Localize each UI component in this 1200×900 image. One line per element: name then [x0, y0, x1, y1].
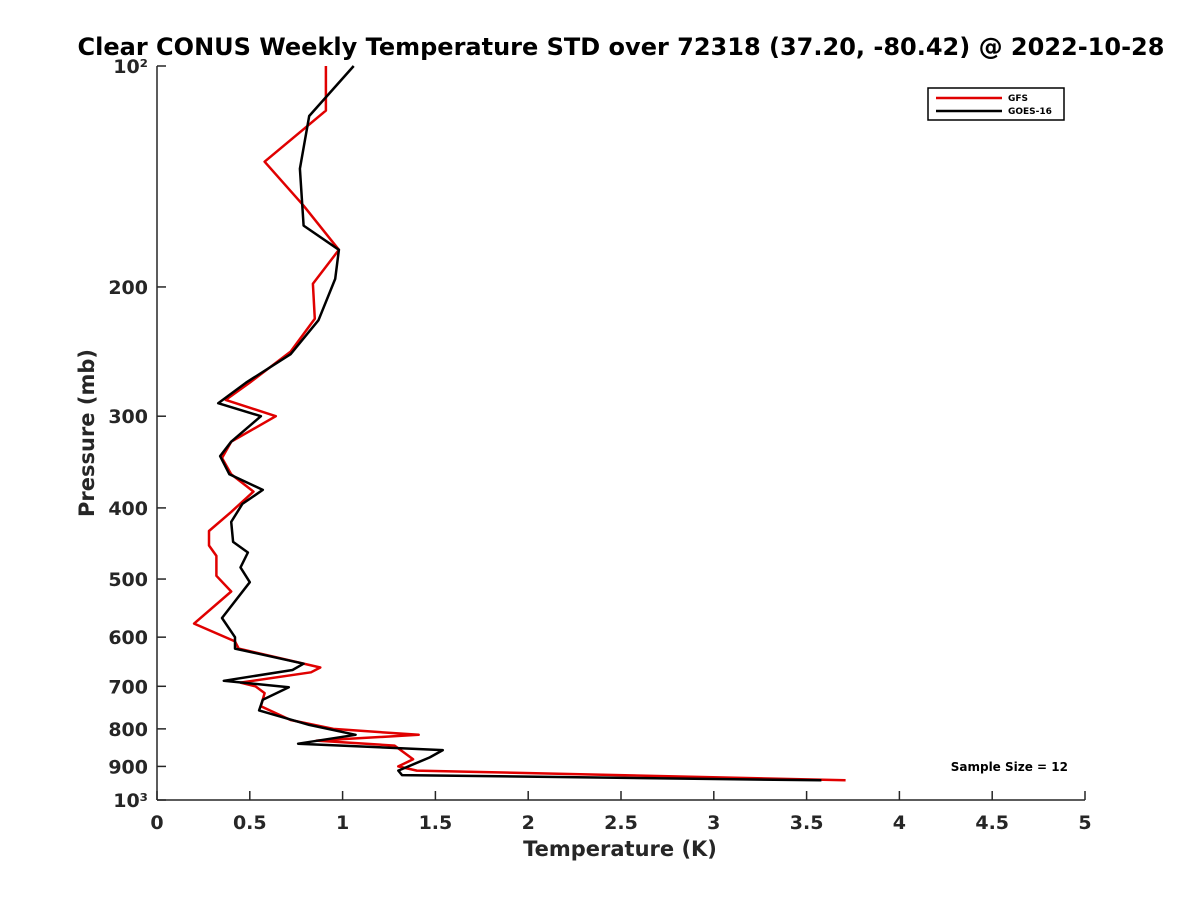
- legend-label-gfs: GFS: [1008, 94, 1028, 104]
- series-line-goes16: [216, 65, 822, 782]
- x-tick-label: 4: [893, 812, 906, 834]
- y-tick-label: 400: [108, 498, 148, 520]
- y-tick-label: 10³: [113, 790, 148, 812]
- y-tick-label: 900: [108, 756, 148, 778]
- x-axis-ticks: 0 0.5 1 1.5 2 2.5 3 3.5 4 4.5 5: [150, 791, 1092, 834]
- y-tick-label: 200: [108, 277, 148, 299]
- y-axis-label: Pressure (mb): [75, 349, 99, 517]
- x-tick-label: 3.5: [790, 812, 824, 834]
- series-line-gfs: [192, 66, 846, 782]
- y-tick-label: 600: [108, 627, 148, 649]
- y-tick-label: 800: [108, 719, 148, 741]
- legend: GFS GOES-16: [927, 87, 1065, 121]
- x-axis-label: Temperature (K): [523, 837, 717, 861]
- legend-label-goes16: GOES-16: [1008, 107, 1052, 117]
- legend-box: [927, 87, 1065, 121]
- x-tick-label: 0: [150, 812, 163, 834]
- plot-area: [156, 66, 1085, 801]
- x-tick-label: 1: [336, 812, 349, 834]
- sample-size-annotation: Sample Size = 12: [951, 760, 1068, 774]
- x-tick-label: 1.5: [419, 812, 453, 834]
- chart-title: Clear CONUS Weekly Temperature STD over …: [78, 33, 1165, 61]
- y-tick-label: 700: [108, 676, 148, 698]
- y-tick-label: 10²: [113, 56, 148, 78]
- x-tick-label: 4.5: [975, 812, 1009, 834]
- y-axis-ticks: 10² 200 300 400 500 600 700 800 900 10³: [108, 56, 166, 812]
- series-layer: [192, 65, 846, 782]
- y-tick-label: 300: [108, 406, 148, 428]
- x-tick-label: 2: [522, 812, 535, 834]
- x-tick-label: 0.5: [233, 812, 267, 834]
- x-tick-label: 5: [1078, 812, 1091, 834]
- y-tick-label: 500: [108, 569, 148, 591]
- x-tick-label: 2.5: [604, 812, 638, 834]
- x-tick-label: 3: [707, 812, 720, 834]
